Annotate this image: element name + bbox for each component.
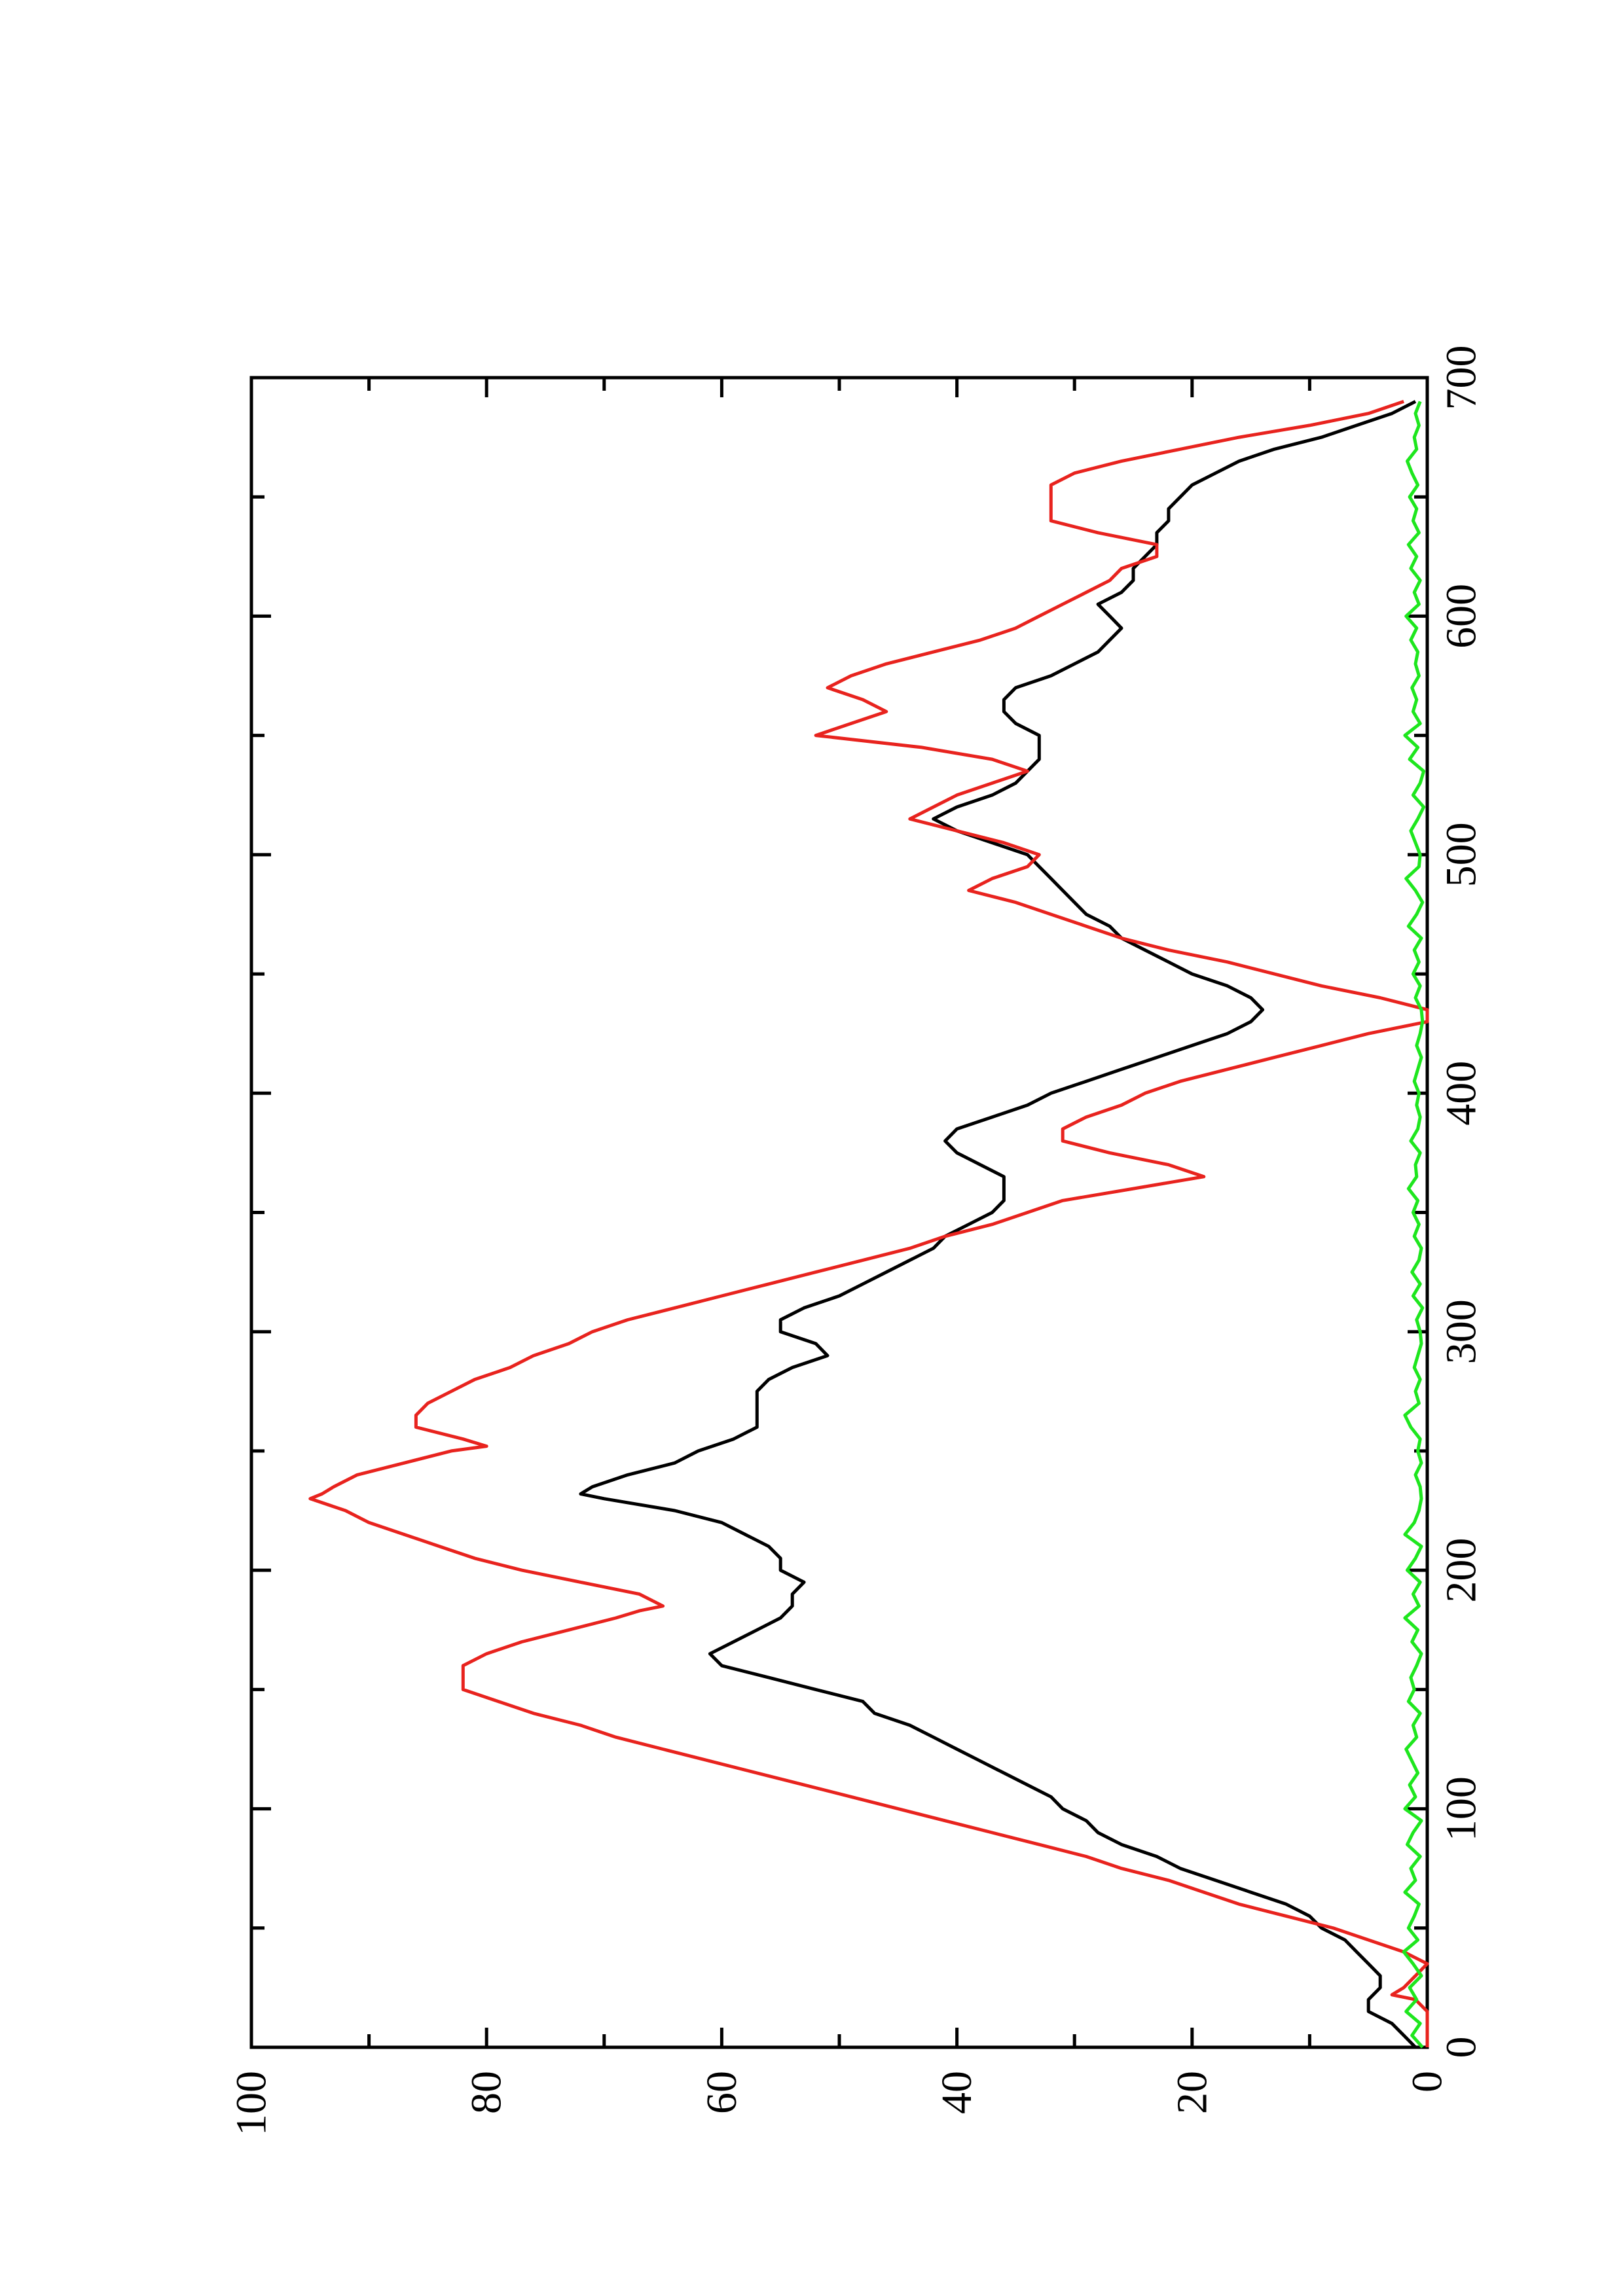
series-line-2 [308,400,1429,2047]
series-lines [308,400,1429,2049]
y-tick-label: 20 [1168,2071,1216,2114]
y-tick-label: 60 [698,2071,746,2114]
x-tick-label: 700 [1438,346,1486,410]
x-tick-label: 100 [1438,1776,1486,1841]
series-line-1 [579,400,1417,2049]
x-tick-label: 500 [1438,822,1486,887]
series-line-3 [1402,401,1426,2049]
x-tick-label: 300 [1438,1299,1486,1364]
y-tick-label: 80 [463,2071,511,2114]
x-tick-label: 200 [1438,1538,1486,1603]
tick-labels: 0 100 200 300 400 500 600 700 0 20 40 60 80 100 [228,346,1486,2136]
y-tick-label: 0 [1404,2071,1451,2092]
plot-frame [249,376,1429,2049]
tick-marks [249,376,1429,2049]
x-tick-label: 0 [1438,2037,1486,2058]
x-tick-label: 600 [1438,584,1486,649]
y-tick-label: 40 [933,2071,981,2114]
y-tick-label: 100 [228,2071,276,2136]
x-tick-label: 400 [1438,1061,1486,1126]
